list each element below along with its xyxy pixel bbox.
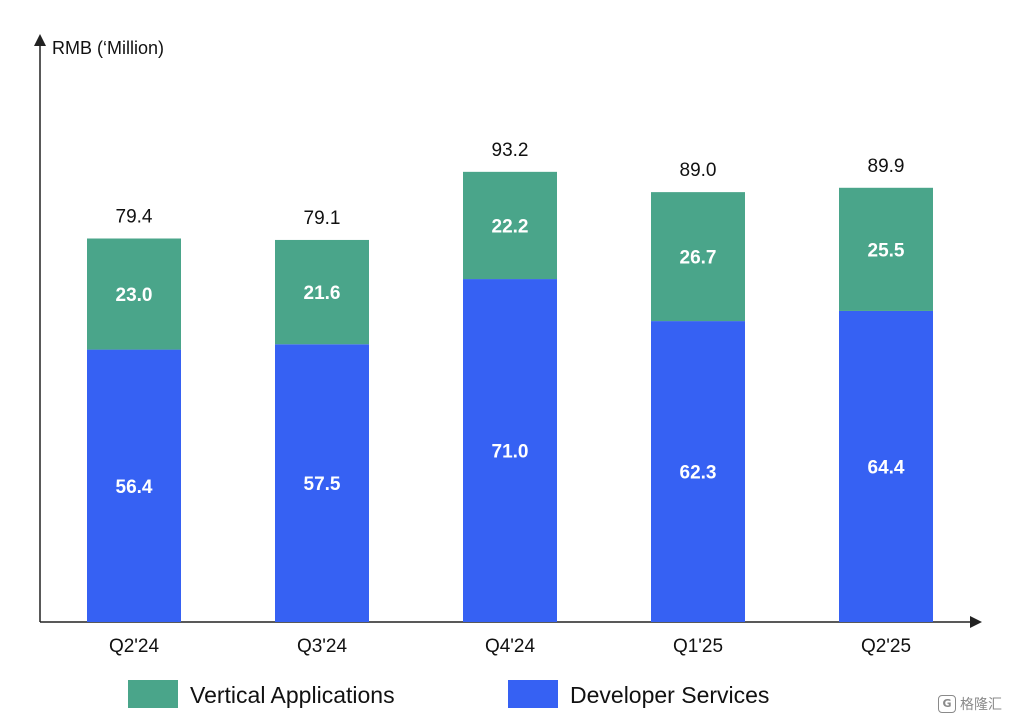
data-label-vertical-applications: 26.7 [680, 248, 717, 269]
y-axis-title: RMB (‘Million) [52, 38, 164, 58]
bar-segment-vertical-applications [839, 187, 933, 311]
watermark-logo-icon: G [938, 695, 956, 713]
total-label: 79.4 [116, 206, 153, 227]
legend-label: Vertical Applications [190, 682, 395, 708]
data-label-vertical-applications: 25.5 [868, 240, 905, 261]
data-label-developer-services: 71.0 [492, 442, 529, 463]
data-label-developer-services: 62.3 [680, 463, 717, 484]
x-axis-arrow [970, 616, 982, 628]
bar-segment-vertical-applications [87, 238, 181, 350]
legend-label: Developer Services [570, 682, 769, 708]
bars-group: 56.4 23.0 79.4 Q2'24 57.5 21.6 79.1 Q3'24 71.0 22… [87, 140, 933, 657]
legend: Vertical Applications Developer Services [128, 680, 769, 708]
bar-segment-developer-services [463, 279, 557, 622]
total-label: 89.0 [680, 160, 717, 181]
x-tick-label: Q1'25 [673, 636, 723, 657]
data-label-vertical-applications: 21.6 [304, 283, 341, 304]
bar-segment-vertical-applications [651, 192, 745, 322]
bar-segment-vertical-applications [463, 171, 557, 280]
watermark: G 格隆汇 [938, 694, 1002, 714]
legend-swatch [508, 680, 558, 708]
data-label-developer-services: 57.5 [304, 474, 341, 495]
total-label: 93.2 [492, 140, 529, 161]
total-label: 79.1 [304, 208, 341, 229]
bar-segment-developer-services [275, 344, 369, 622]
x-tick-label: Q3'24 [297, 636, 348, 657]
data-label-vertical-applications: 22.2 [492, 216, 529, 237]
bar-segment-vertical-applications [275, 239, 369, 345]
legend-swatch [128, 680, 178, 708]
y-axis-arrow [34, 34, 46, 46]
x-tick-label: Q4'24 [485, 636, 536, 657]
total-label: 89.9 [868, 156, 905, 177]
x-tick-label: Q2'25 [861, 636, 911, 657]
data-label-vertical-applications: 23.0 [116, 285, 153, 306]
x-tick-label: Q2'24 [109, 636, 160, 657]
bar-segment-developer-services [87, 349, 181, 622]
data-label-developer-services: 64.4 [868, 457, 905, 478]
bar-segment-developer-services [651, 321, 745, 622]
data-label-developer-services: 56.4 [116, 477, 153, 498]
watermark-text: 格隆汇 [960, 697, 1002, 713]
bar-segment-developer-services [839, 310, 933, 622]
